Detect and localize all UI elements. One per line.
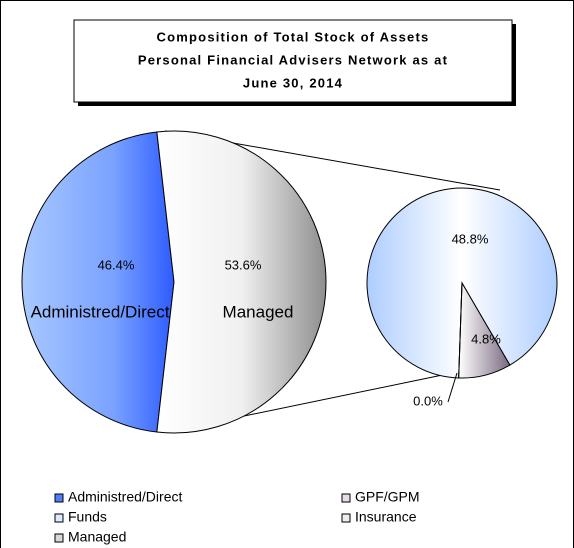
legend-marker: [54, 493, 64, 503]
pie-slice: [21, 131, 175, 433]
leader-line: [447, 372, 458, 403]
slice-label: 48.8%: [452, 231, 489, 246]
chart-title: June 30, 2014: [243, 75, 343, 90]
slice-label: 0.0%: [413, 393, 443, 408]
title-box: [73, 19, 513, 103]
legend-marker: [341, 513, 351, 523]
pie-slice: [156, 130, 327, 434]
legend-label: Insurance: [355, 509, 417, 525]
slice-label: 53.6%: [225, 257, 262, 272]
legend-label: Managed: [68, 529, 126, 545]
legend-label: GPF/GPM: [355, 489, 420, 505]
slice-label: 46.4%: [98, 257, 135, 272]
pie-slice: [458, 282, 463, 378]
chart-title: Personal Financial Advisers Network as a…: [138, 52, 448, 67]
slice-label: 4.8%: [471, 331, 501, 346]
slice-name: Managed: [223, 302, 294, 321]
legend-marker: [54, 513, 64, 523]
chart-title: Composition of Total Stock of Assets: [157, 29, 430, 44]
legend-label: Administred/Direct: [68, 489, 182, 505]
slice-name: Administred/Direct: [31, 302, 170, 321]
legend-label: Funds: [68, 509, 107, 525]
legend-marker: [341, 493, 351, 503]
legend-marker: [54, 533, 64, 543]
